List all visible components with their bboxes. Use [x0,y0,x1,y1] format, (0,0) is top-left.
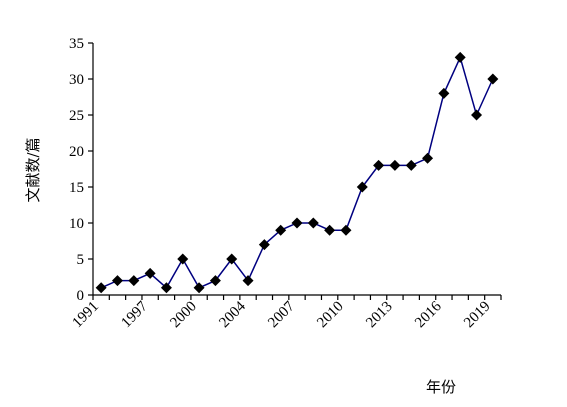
point-marker [177,253,189,265]
point-marker [340,224,352,236]
point-marker [193,282,205,294]
x-axis-label: 年份 [426,378,456,396]
point-marker [487,73,499,85]
y-tick-label: 0 [77,288,85,304]
point-marker [471,109,483,121]
point-marker [324,224,336,236]
point-marker [422,152,434,164]
point-marker [291,217,303,229]
point-marker [226,253,238,265]
point-marker [258,239,270,251]
point-marker [438,87,450,99]
point-marker [160,282,172,294]
point-marker [356,181,368,193]
point-marker [144,267,156,279]
point-marker [209,275,221,287]
y-tick-label: 15 [69,180,84,196]
y-tick-label: 25 [69,108,84,124]
point-marker [111,275,123,287]
x-tick-label: 2000 [167,299,200,332]
x-tick-label: 1991 [69,299,102,332]
point-marker [373,159,385,171]
x-tick-label: 2010 [314,299,347,332]
point-marker [275,224,287,236]
y-tick-label: 20 [69,144,84,160]
series-line [100,55,494,289]
y-axis-label: 文献数/篇 [24,137,42,202]
y-tick-label: 10 [69,216,84,232]
x-tick-label: 2013 [363,299,396,332]
x-tick-label: 2016 [412,298,445,331]
point-marker [307,217,319,229]
point-marker [95,282,107,294]
x-tick-label: 2019 [461,299,494,332]
point-marker [128,275,140,287]
x-tick-label: 1997 [118,298,151,331]
x-tick-label: 2004 [216,298,249,331]
point-marker [389,159,401,171]
point-marker [242,275,254,287]
y-tick-label: 30 [69,72,84,88]
point-marker [454,51,466,63]
point-marker [405,159,417,171]
y-tick-label: 5 [77,252,85,268]
y-tick-label: 35 [69,36,84,52]
x-tick-label: 2007 [265,298,298,331]
